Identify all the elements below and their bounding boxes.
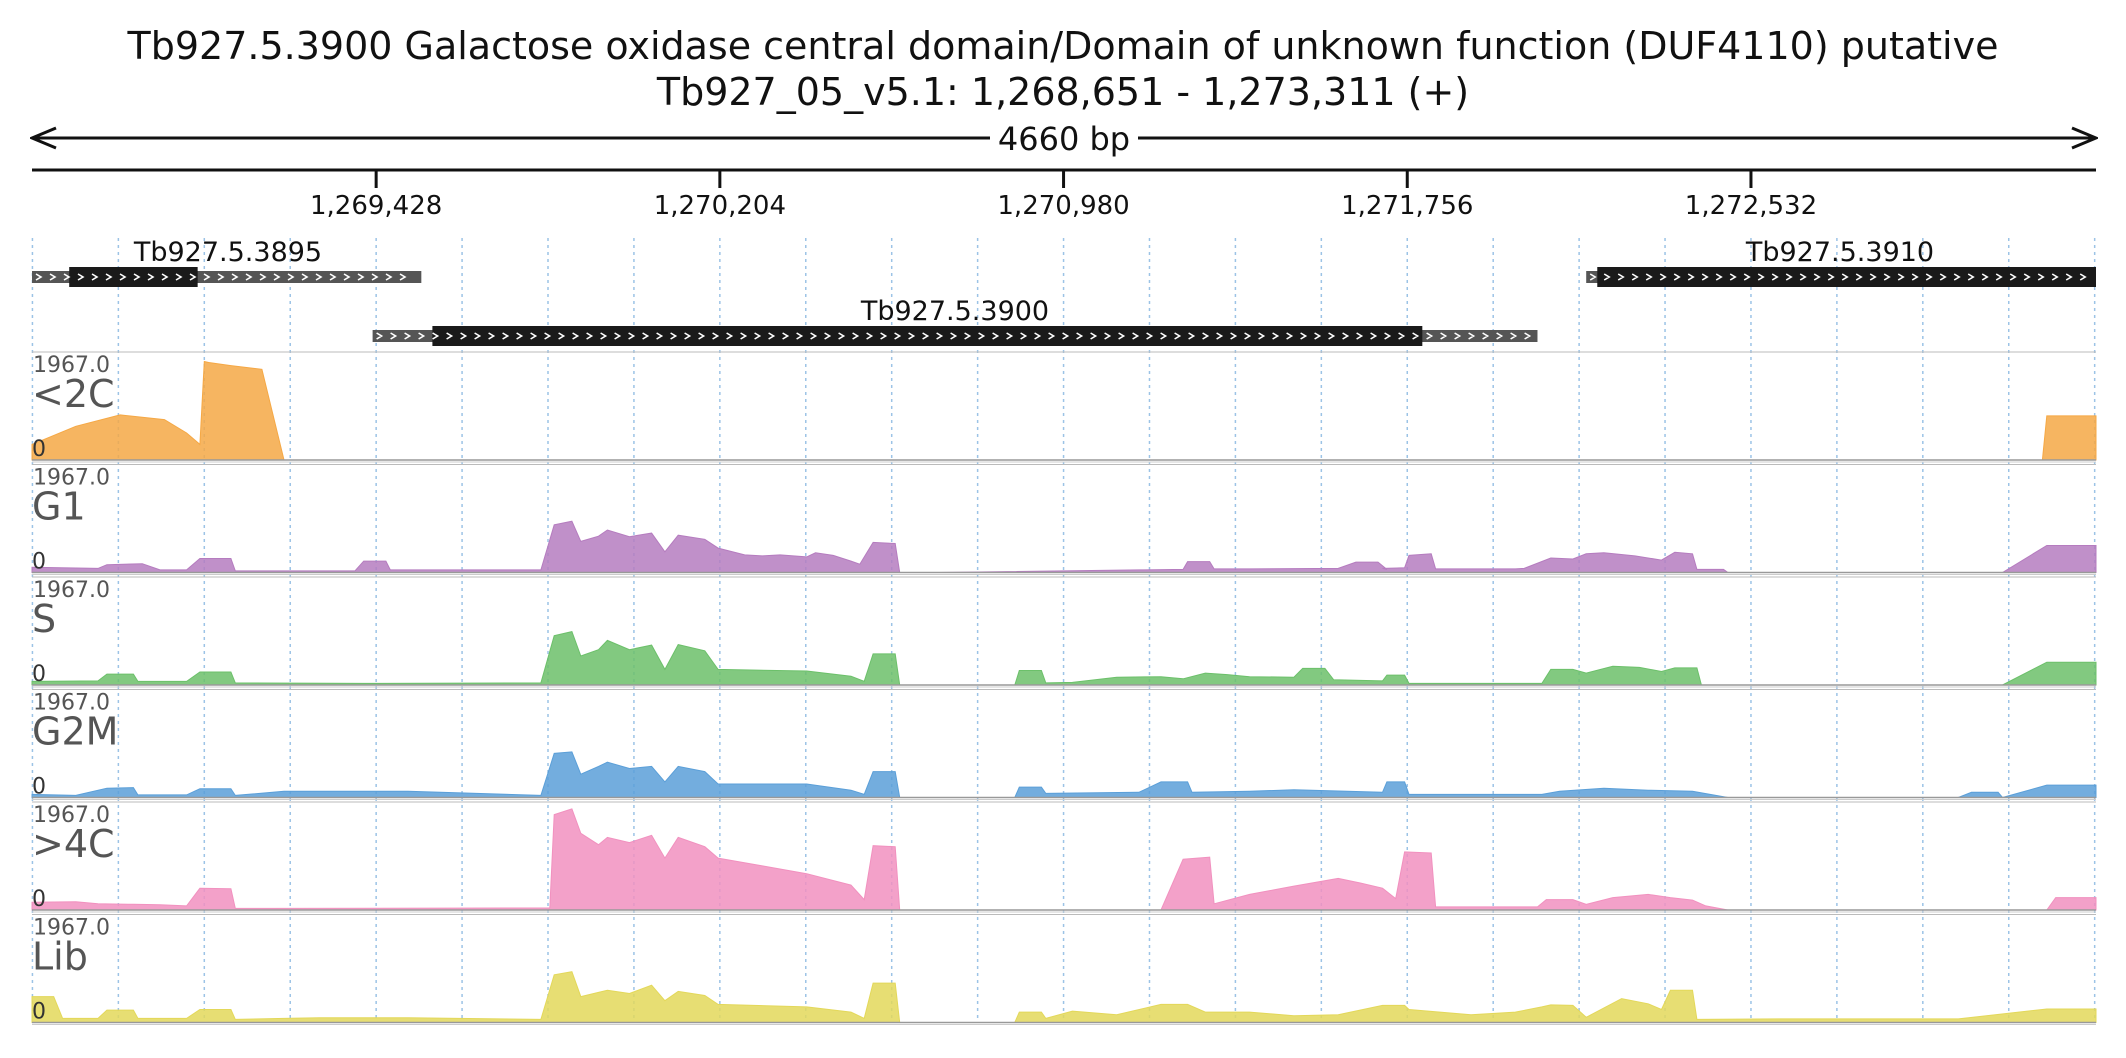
chart-title: Tb927.5.3900 Galactose oxidase central d… [127,24,1999,68]
locus-subtitle: Tb927_05_v5.1: 1,268,651 - 1,273,311 (+) [656,70,1470,114]
coverage-track: 1967.0>4C 0 [31,801,2097,913]
track-ymax-label: 1967.0 [33,916,110,941]
coverage-area [31,808,2097,911]
coverage-area [31,520,2097,573]
ruler-tick-label: 1,269,428 [310,191,442,221]
track-ymin-label: 0 [32,550,46,575]
coverage-area [31,971,2097,1023]
track-ymin-label: 0 [32,437,46,462]
track-ymax-label: 1967.0 [33,803,110,828]
gene-label: Tb927.5.3895 [133,237,322,268]
coverage-track: 1967.0G1 0 [31,464,2097,575]
coverage-area [31,751,2097,799]
gene-cds-bar [69,267,198,287]
coverage-track: 1967.0S 0 [31,576,2097,688]
ruler-tick-label: 1,271,756 [1341,191,1473,221]
track-ymin-label: 0 [32,662,46,687]
track-name-label: <2C [32,372,115,416]
coverage-tracks: 1967.0<2C01967.0G101967.0S01967.0G2M0196… [31,351,2097,1025]
vertical-gridlines [31,238,2096,1022]
strand-chevrons [376,332,1532,340]
ruler-tick-label: 1,270,204 [654,191,786,221]
gene-label: Tb927.5.3900 [860,296,1049,327]
coverage-area [31,631,2097,686]
track-ymax-label: 1967.0 [33,578,110,603]
gene-feature: Tb927.5.3910 [1586,237,2096,287]
track-name-label: >4C [32,822,115,866]
track-ymax-label: 1967.0 [33,691,110,716]
track-name-label: Lib [32,935,88,979]
ruler-tick-label: 1,272,532 [1685,191,1817,221]
ruler-tick-label: 1,270,980 [997,191,1129,221]
track-name-label: S [32,597,56,641]
track-name-label: G1 [32,485,86,529]
track-ymax-label: 1967.0 [33,466,110,491]
coverage-area [31,360,2097,461]
track-ymax-label: 1967.0 [33,353,110,378]
track-ymin-label: 0 [32,775,46,800]
track-ymin-label: 0 [32,1000,46,1025]
track-ymin-label: 0 [32,887,46,912]
gene-feature: Tb927.5.3900 [372,296,1538,346]
span-length-label: 4660 bp [998,120,1130,158]
coordinate-ruler: 1,269,428 1,270,204 1,270,980 1,271,756 1,27… [32,168,2096,221]
strand-chevrons [1589,273,2087,281]
strand-chevrons [35,273,407,281]
span-indicator: 4660 bp [32,120,2096,158]
track-name-label: G2M [32,710,118,754]
gene-label: Tb927.5.3910 [1745,237,1934,268]
coverage-track: 1967.0<2C 0 [31,351,2097,463]
gene-feature: Tb927.5.3895 [32,237,422,287]
gene-annotation-track: Tb927.5.3895 Tb927.5.3910 Tb927.5.3900 [32,237,2096,346]
